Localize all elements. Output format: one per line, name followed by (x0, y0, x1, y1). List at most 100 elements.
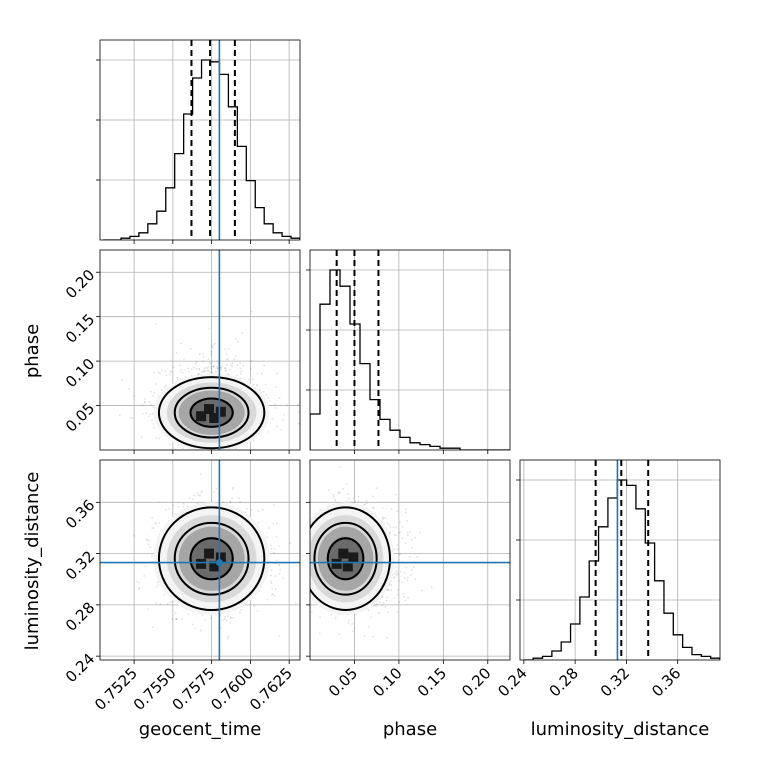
sample-point (338, 490, 340, 493)
sample-point (348, 619, 350, 621)
sample-point (382, 602, 385, 605)
sample-point (232, 488, 234, 490)
sample-point (165, 374, 168, 377)
sample-point (212, 343, 215, 346)
sample-point (186, 505, 189, 508)
sample-point (227, 373, 229, 375)
sample-point (213, 365, 215, 368)
sample-point (157, 581, 159, 584)
sample-point (367, 609, 370, 612)
sample-point (155, 436, 158, 439)
sample-point (224, 615, 227, 618)
sample-point (384, 605, 387, 608)
sample-point (158, 522, 160, 524)
sample-point (410, 569, 413, 572)
sample-point (131, 417, 134, 420)
sample-point (164, 508, 167, 511)
sample-point (319, 616, 321, 618)
sample-point (419, 531, 422, 534)
sample-point (238, 497, 240, 500)
sample-point (397, 532, 400, 534)
sample-point (275, 386, 278, 388)
sample-point (202, 370, 205, 373)
tick-label-x-geocent_time: 0.7575 (169, 664, 219, 714)
sample-point (151, 395, 154, 397)
sample-point (357, 500, 360, 502)
sample-point (239, 372, 242, 375)
sample-point (334, 616, 337, 619)
sample-point (250, 509, 253, 511)
tick-label-y-phase: 0.15 (62, 310, 98, 346)
density-core-cell (215, 552, 226, 563)
sample-point (200, 491, 203, 494)
sample-point (357, 495, 360, 498)
sample-point (201, 490, 204, 493)
sample-point (375, 605, 377, 608)
sample-point (381, 516, 384, 519)
sample-point (144, 401, 146, 404)
sample-point (382, 517, 385, 520)
sample-point (271, 593, 274, 596)
sample-point (169, 443, 172, 446)
tick-label-x-luminosity_distance: 0.32 (597, 664, 633, 700)
sample-point (390, 583, 393, 586)
sample-point (184, 376, 187, 379)
sample-point (339, 465, 342, 468)
panel-frame (519, 459, 721, 661)
sample-point (197, 492, 200, 495)
sample-point (384, 517, 387, 520)
sample-point (181, 447, 184, 450)
sample-point (155, 523, 157, 525)
sample-point (188, 370, 190, 373)
sample-point (362, 503, 365, 506)
sample-point (210, 350, 213, 353)
panel-content (310, 460, 510, 660)
sample-point (339, 491, 341, 494)
panel-1-0: 0.05 0.10 0.15 0.20 (62, 249, 314, 454)
sample-point (210, 362, 212, 365)
sample-point (195, 361, 198, 363)
sample-point (365, 502, 368, 505)
sample-point (332, 495, 335, 498)
sample-point (152, 422, 155, 425)
panel-frame (309, 459, 511, 661)
tick-label-x-geocent_time: 0.7525 (91, 664, 141, 714)
contour-line (189, 397, 234, 428)
sample-point (278, 572, 281, 575)
sample-point (150, 554, 153, 557)
sample-point (396, 611, 399, 613)
sample-point (210, 366, 212, 369)
sample-point (221, 619, 224, 622)
sample-point (269, 574, 272, 577)
sample-point (151, 419, 153, 422)
sample-point (127, 387, 130, 390)
sample-point (310, 610, 313, 613)
contour-line (157, 376, 266, 450)
sample-point (406, 577, 409, 579)
density-core-cell (203, 548, 214, 559)
sample-point (266, 536, 269, 539)
sample-point (152, 412, 154, 415)
contour-line (326, 537, 365, 581)
sample-point (274, 407, 277, 409)
tick-label-x-phase: 0.20 (458, 664, 494, 700)
sample-point (312, 425, 314, 427)
sample-point (372, 635, 374, 638)
sample-point (158, 437, 160, 440)
sample-point (211, 371, 214, 374)
sample-point (404, 511, 407, 514)
sample-point (386, 637, 388, 639)
sample-point (138, 586, 141, 589)
sample-point (224, 367, 227, 370)
panel-0-0 (96, 39, 301, 244)
sample-point (203, 370, 206, 373)
sample-point (409, 574, 412, 576)
sample-point (401, 537, 404, 540)
sample-point (397, 589, 400, 591)
histogram-geocent_time (103, 59, 300, 240)
sample-point (351, 623, 354, 625)
sample-point (272, 522, 275, 525)
contour-line (173, 521, 250, 596)
sample-point (272, 503, 275, 506)
